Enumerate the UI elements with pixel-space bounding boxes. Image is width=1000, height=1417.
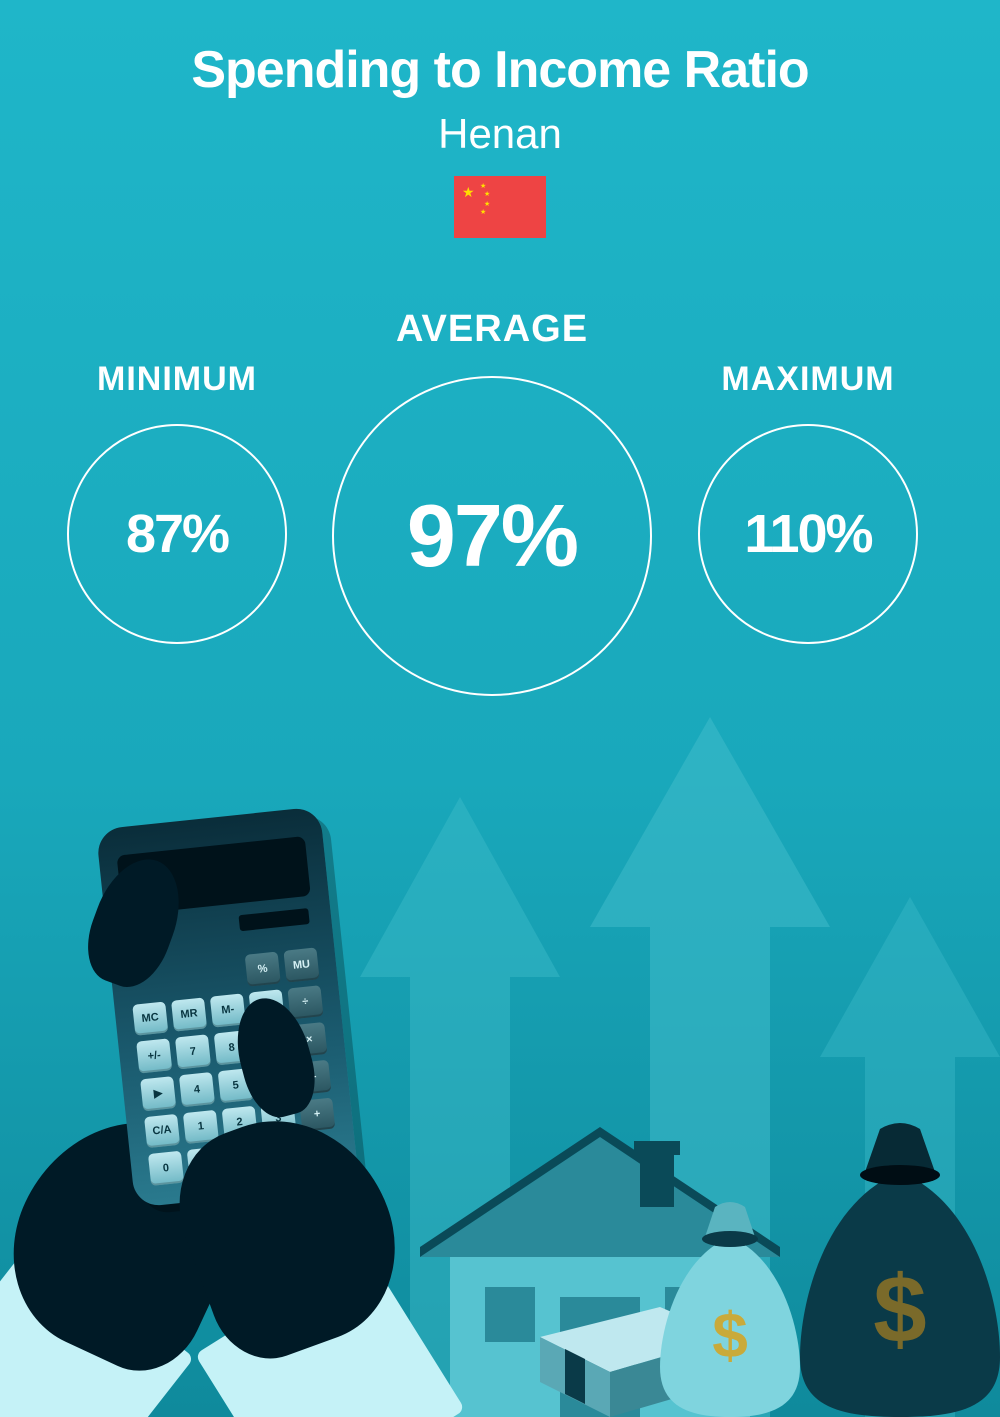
calculator-screen xyxy=(117,836,311,915)
hand-icon xyxy=(157,1090,424,1375)
calculator-key: +/- xyxy=(136,1039,172,1074)
calculator-key: 6 xyxy=(256,1064,292,1099)
calculator-key: . xyxy=(226,1143,262,1178)
cash-stack-icon xyxy=(540,1277,730,1417)
calculator-key: % xyxy=(245,951,281,986)
calculator-key: 1 xyxy=(183,1109,219,1144)
calculator-key: 9 xyxy=(253,1026,289,1061)
calculator-key: 3 xyxy=(260,1101,296,1136)
flag-star-icon: ★ xyxy=(484,190,490,198)
calculator-key: 8 xyxy=(214,1030,250,1065)
calculator-key: − xyxy=(295,1060,331,1095)
calculator-icon: %MU MCMRM-M+÷ +/-789× ▶456− C/A123+000.= xyxy=(96,806,359,1207)
stat-circle-minimum: 87% xyxy=(67,424,287,644)
stat-maximum: MAXIMUM 110% xyxy=(698,360,918,644)
calculator-solar xyxy=(238,908,309,931)
calculator-key: ▶ xyxy=(140,1076,176,1111)
cuff-icon xyxy=(0,1235,194,1417)
calculator-key: × xyxy=(291,1022,327,1057)
page-title: Spending to Income Ratio xyxy=(0,40,1000,100)
calculator-key: MR xyxy=(171,997,207,1032)
calculator-key: 5 xyxy=(218,1068,254,1103)
stat-label-average: AVERAGE xyxy=(332,308,652,351)
flag-star-icon: ★ xyxy=(480,208,486,216)
thumb-icon xyxy=(75,847,195,997)
stat-value-minimum: 87% xyxy=(126,503,228,565)
calculator-key: 7 xyxy=(175,1035,211,1070)
money-bag-icon: $ xyxy=(660,1197,800,1417)
calculator-key: MU xyxy=(283,947,319,982)
stat-label-minimum: MINIMUM xyxy=(67,360,287,399)
calculator-key: 2 xyxy=(222,1105,258,1140)
stat-minimum: MINIMUM 87% xyxy=(67,360,287,644)
header: Spending to Income Ratio Henan ★ ★ ★ ★ ★ xyxy=(0,40,1000,238)
hands-calculator-icon: %MU MCMRM-M+÷ +/-789× ▶456− C/A123+000.= xyxy=(0,717,460,1417)
calculator-keypad: %MU MCMRM-M+÷ +/-789× ▶456− C/A123+000.= xyxy=(128,947,339,1186)
flag-star-icon: ★ xyxy=(462,184,475,201)
stat-average: AVERAGE 97% xyxy=(332,308,652,696)
china-flag-icon: ★ ★ ★ ★ ★ xyxy=(454,176,546,238)
svg-text:$: $ xyxy=(873,1256,926,1363)
calculator-key: M- xyxy=(210,993,246,1028)
upward-arrow-icon xyxy=(360,797,560,1417)
stat-value-maximum: 110% xyxy=(744,503,871,565)
cuff-icon xyxy=(195,1248,465,1417)
calculator-key: ÷ xyxy=(287,985,323,1020)
calculator-key: M+ xyxy=(249,989,285,1024)
house-icon xyxy=(390,1097,810,1417)
calculator-key: 4 xyxy=(179,1072,215,1107)
upward-arrow-icon xyxy=(820,897,1000,1417)
subtitle-region: Henan xyxy=(0,110,1000,158)
finger-icon xyxy=(226,990,325,1124)
upward-arrow-icon xyxy=(590,717,830,1417)
stat-value-average: 97% xyxy=(407,485,577,587)
infographic-canvas: Spending to Income Ratio Henan ★ ★ ★ ★ ★… xyxy=(0,0,1000,1417)
calculator-key: 0 xyxy=(148,1151,184,1186)
stats-row: MINIMUM 87% AVERAGE 97% MAXIMUM 110% xyxy=(0,300,1000,700)
illustration-layer: $ $ %MU MCMRM-M+÷ +/-789× ▶456− C/A123+000.= xyxy=(0,717,1000,1417)
svg-text:$: $ xyxy=(712,1299,748,1371)
stat-circle-average: 97% xyxy=(332,376,652,696)
hand-icon xyxy=(0,1084,271,1390)
calculator-key: 00 xyxy=(187,1147,223,1182)
calculator-key: C/A xyxy=(144,1114,180,1149)
calculator-key: + xyxy=(299,1097,335,1132)
calculator-key: MC xyxy=(132,1001,168,1036)
stat-label-maximum: MAXIMUM xyxy=(698,360,918,399)
flag-star-icon: ★ xyxy=(480,182,486,190)
money-bag-icon: $ xyxy=(800,1117,1000,1417)
calculator-key: = xyxy=(264,1139,300,1174)
stat-circle-maximum: 110% xyxy=(698,424,918,644)
flag-star-icon: ★ xyxy=(484,200,490,208)
